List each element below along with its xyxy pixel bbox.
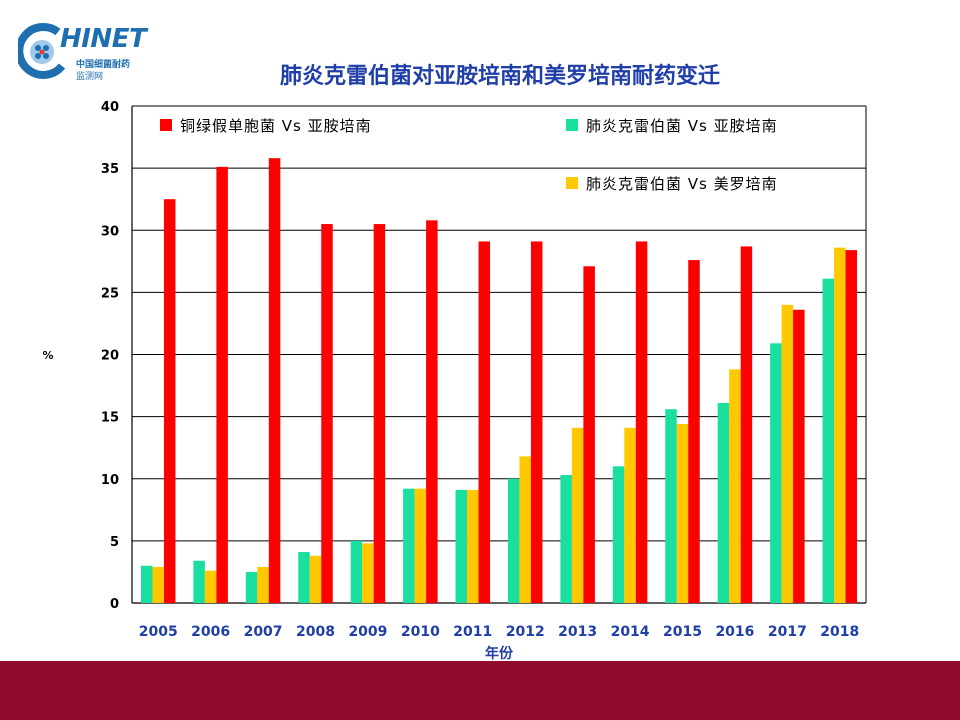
y-tick-label: 40 xyxy=(101,100,119,115)
x-tick-label: 2012 xyxy=(506,624,545,640)
bar xyxy=(583,266,595,603)
x-tick-label: 2011 xyxy=(453,624,492,640)
y-tick-label: 30 xyxy=(101,224,119,239)
bar xyxy=(426,220,438,603)
bar xyxy=(140,565,153,603)
bar xyxy=(717,402,730,603)
bar xyxy=(403,488,415,603)
y-tick-label: 25 xyxy=(101,286,119,301)
bar xyxy=(467,489,479,603)
hinet-logo: HINET 中国细菌耐药 监测网 xyxy=(18,22,158,86)
x-tick-label: 2010 xyxy=(401,624,440,640)
bar xyxy=(729,369,741,603)
bar xyxy=(845,250,858,603)
x-tick-label: 2006 xyxy=(191,624,230,640)
bar xyxy=(571,427,584,603)
bar xyxy=(152,566,164,603)
bar xyxy=(298,552,310,603)
bar xyxy=(321,224,333,603)
x-tick-label: 2007 xyxy=(244,624,283,640)
bar xyxy=(781,304,794,603)
legend-swatch xyxy=(566,177,578,189)
legend-swatch xyxy=(160,119,172,131)
y-tick-label: 35 xyxy=(101,162,119,177)
chart-title: 肺炎克雷伯菌对亚胺培南和美罗培南耐药变迁 xyxy=(279,64,720,89)
bar xyxy=(624,427,636,603)
bar xyxy=(373,224,386,603)
y-tick-label: 20 xyxy=(101,349,119,364)
bar xyxy=(193,560,205,603)
logo-subtitle-cn-2: 监测网 xyxy=(76,72,104,82)
bar xyxy=(740,246,753,603)
bar xyxy=(245,571,258,603)
bar xyxy=(834,247,846,603)
logo-mark-icon xyxy=(18,22,66,79)
legend-label: 肺炎克雷伯菌 Vs 亚胺培南 xyxy=(586,117,778,135)
bar xyxy=(268,158,281,603)
x-tick-label: 2008 xyxy=(296,624,335,640)
legend-swatch xyxy=(566,119,578,131)
bar xyxy=(770,343,782,603)
x-tick-label: 2009 xyxy=(348,624,387,640)
y-tick-label: 15 xyxy=(101,411,119,426)
y-axis-label: % xyxy=(42,349,53,362)
x-tick-label: 2014 xyxy=(611,624,650,640)
bar xyxy=(793,309,805,603)
x-tick-label: 2016 xyxy=(715,624,754,640)
bar xyxy=(478,241,491,603)
legend-label: 铜绿假单胞菌 Vs 亚胺培南 xyxy=(180,117,372,135)
bar xyxy=(163,199,176,603)
bar xyxy=(676,424,689,603)
footer-band xyxy=(0,661,960,720)
bar xyxy=(507,478,520,603)
logo-wordmark: HINET xyxy=(60,24,147,54)
bar xyxy=(665,409,677,603)
bar xyxy=(257,566,269,603)
bar xyxy=(455,489,468,603)
x-axis-label: 年份 xyxy=(485,645,514,662)
bar xyxy=(688,260,700,603)
x-tick-label: 2017 xyxy=(768,624,807,640)
y-tick-label: 10 xyxy=(101,473,119,488)
bar xyxy=(822,278,835,603)
bar xyxy=(560,475,572,603)
y-tick-label: 0 xyxy=(110,597,119,612)
logo-subtitle-cn: 中国细菌耐药 xyxy=(76,60,131,70)
bar xyxy=(309,555,322,603)
bar xyxy=(530,241,543,603)
x-tick-label: 2018 xyxy=(820,624,859,640)
bar xyxy=(216,166,228,603)
bar xyxy=(350,540,363,603)
bar xyxy=(414,488,427,603)
bar xyxy=(519,456,531,603)
y-tick-label: 5 xyxy=(110,535,119,550)
x-tick-label: 2013 xyxy=(558,624,597,640)
bar xyxy=(635,241,648,603)
x-tick-label: 2015 xyxy=(663,624,702,640)
bar xyxy=(204,570,217,603)
bar xyxy=(612,466,625,603)
x-tick-label: 2005 xyxy=(139,624,178,640)
legend-label: 肺炎克雷伯菌 Vs 美罗培南 xyxy=(586,175,778,193)
bar xyxy=(362,543,374,603)
